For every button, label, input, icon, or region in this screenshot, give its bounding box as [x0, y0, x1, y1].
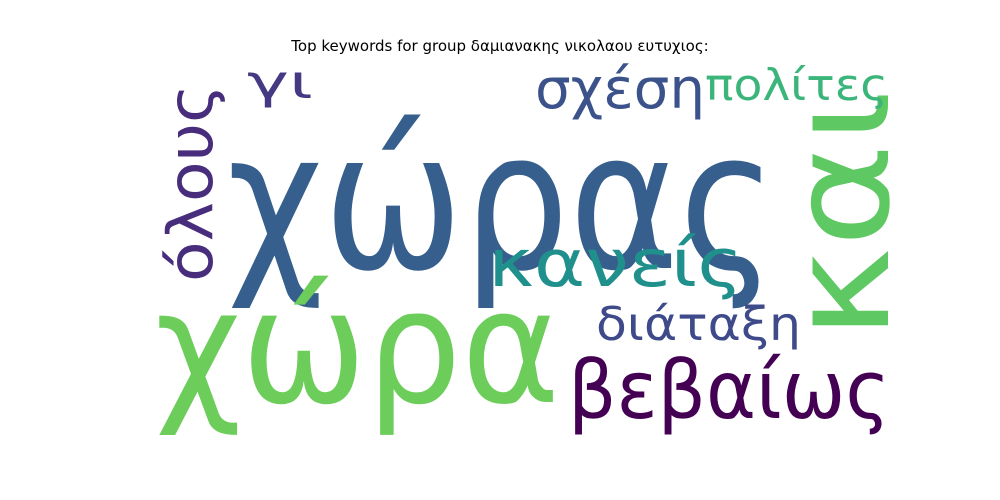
word-kai: και: [760, 90, 921, 340]
word-vevaios: βεβαίως: [568, 344, 890, 437]
word-sxesi: σχέση: [535, 57, 705, 122]
word-xora: χώρα: [155, 256, 560, 440]
word-kaneis: κανείς: [488, 225, 743, 302]
word-diataxi: διάταξη: [596, 297, 801, 351]
word-gi: γι: [247, 55, 313, 109]
word-xoras: χώρας: [227, 91, 777, 314]
word-olous: όλους: [154, 84, 227, 282]
chart-title: Top keywords for group δαμιανακης νικολα…: [291, 37, 709, 55]
word-polites: πολίτες: [705, 60, 888, 111]
